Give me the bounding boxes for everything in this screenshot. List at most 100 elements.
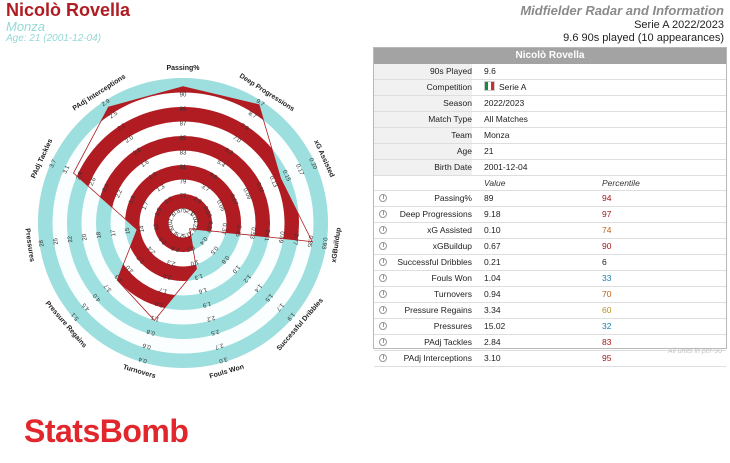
stat-row: Turnovers 0.94 70 [374,287,726,303]
competition-season: Serie A 2022/2023 [634,19,724,31]
tick-label: 0.02 [189,212,200,226]
player-polygon [72,86,313,322]
italy-flag-icon [484,81,495,91]
info-row: Competition Serie A [374,80,726,96]
tick-label: 1.0 [164,196,175,206]
tick-label: 1.3 [168,212,177,223]
tick-label: 0.5 [208,245,218,256]
radar-chart: 75 77 79 81 83 85 87 89 90 2.1 2.9 3.7 4.6 5.4 6.2 7.0 7… [23,65,342,381]
tick-label: 0.29 [205,221,213,234]
stat-value: 3.10 [484,353,501,363]
gauge-icon [379,354,387,362]
stat-value: 0.94 [484,289,501,299]
info-value: 2001-12-04 [484,160,527,175]
tick-label: 1.7 [158,286,168,294]
player-name: Nicolò Rovella [6,0,131,20]
tick-label: 2.4 [102,182,111,193]
stat-value: 0.21 [484,257,501,267]
gauge-icon [379,306,387,314]
tick-label: 1.6 [140,159,151,169]
tick-label: 0.8 [219,254,229,265]
info-label: Competition [374,80,472,95]
tick-label: 0.53 [248,227,256,240]
tick-label: 4.6 [208,172,219,182]
stat-value: 0.67 [484,241,501,251]
stat-value: 3.34 [484,305,501,315]
gauge-icon [379,322,387,330]
info-value-text: 21 [484,146,494,156]
tick-label: 77 [180,194,187,200]
gauge-icon [379,242,387,250]
stat-label: Pressure Regains [404,305,472,315]
tick-label: 0.4 [197,235,207,246]
tick-label: 10 [168,220,175,228]
tick-label: 89 [180,107,187,113]
tick-label: 18 [96,231,103,239]
stat-percentile: 32 [602,321,612,331]
tick-label: 0.93 [320,237,328,250]
axis-label: Turnovers [122,364,156,380]
info-value-text: 2022/2023 [484,98,525,108]
tick-label: 0.03 [202,206,213,220]
tick-label: 20 [82,233,89,241]
info-row: Season 2022/2023 [374,96,726,112]
gauge-icon [379,226,387,234]
stat-label: Deep Progressions [399,209,472,219]
minutes-line: 9.6 90s played (10 appearances) [563,32,724,44]
tick-label: 2.8 [76,170,85,181]
tick-label: 0.6 [141,341,151,349]
tick-label: 2.9 [174,230,184,238]
stat-percentile: 6 [602,257,607,267]
tick-label: 0.45 [234,225,242,238]
info-row: Age 21 [374,144,726,160]
tick-label: 75 [180,208,187,214]
tick-label: 0.69 [277,231,285,244]
tick-label: 0.2 [186,226,196,237]
info-label: Birth Date [374,160,472,175]
tick-label: 0.07 [228,193,239,207]
statsbomb-logo: StatsBomb [24,413,189,449]
tick-label: 0.8 [171,208,182,218]
info-panel-title: Nicolò Rovella [374,48,726,64]
gauge-icon [379,290,387,298]
stat-label: Fouls Won [431,273,472,283]
tick-label: 0.21 [191,219,199,232]
info-label: Season [374,96,472,111]
tick-label: 6.2 [223,147,234,157]
info-label: 90s Played [374,64,472,79]
tick-label: 0.13 [268,175,279,189]
tick-label: 3.7 [49,158,58,169]
tick-label: 0.05 [215,199,226,213]
tick-label: 3.7 [103,282,113,293]
tick-label: 1.9 [285,311,295,322]
tick-label: 12 [153,222,160,230]
tick-label: 7.0 [231,135,242,145]
tick-label: 25 [53,237,60,245]
tick-label: 2.7 [214,341,224,349]
stat-rows: Passing% 89 94 Deep Progressions 9.18 97 xG As… [374,191,726,367]
info-value-text: All Matches [484,114,528,124]
tick-label: 3.0 [125,263,135,274]
tick-label: 1.3 [193,272,203,280]
stat-label: PAdj Interceptions [403,353,472,363]
tick-label: 2.4 [147,244,157,255]
stat-row: Pressure Regains 3.34 60 [374,303,726,319]
tick-label: 0.4 [137,355,147,363]
stat-value: 1.04 [484,273,501,283]
tick-label: 0.37 [219,223,227,236]
stat-label: Turnovers [434,289,472,299]
age-line: Age: 21 (2001-12-04) [6,33,102,44]
stat-value: 2.84 [484,337,501,347]
stat-percentile: 60 [602,305,612,315]
info-row: Birth Date 2001-12-04 [374,160,726,176]
tick-label: 5.1 [70,311,80,322]
tick-label: 0.11 [255,182,265,195]
tick-label: 7.9 [239,123,250,133]
gauge-icon [379,274,387,282]
info-row: 90s Played 9.6 [374,64,726,80]
tick-label: 2.1 [158,235,168,246]
info-value-text: 2001-12-04 [484,162,528,172]
info-value: 2022/2023 [484,96,524,111]
stat-percentile: 94 [602,193,612,203]
tick-label: 28 [39,239,46,247]
